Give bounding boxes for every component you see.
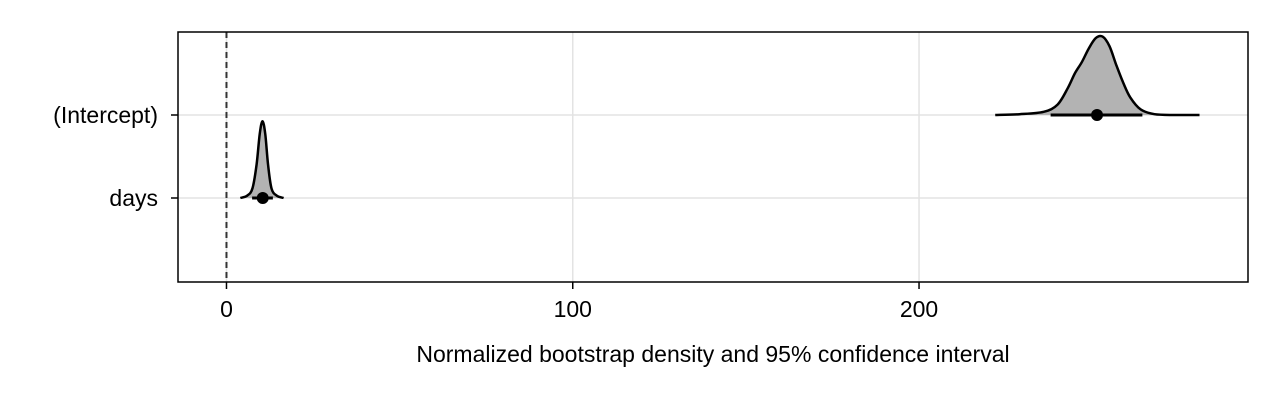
y-tick-label: (Intercept)	[53, 102, 158, 128]
series-days	[239, 119, 285, 204]
plot-frame	[177, 31, 1249, 283]
density-fill	[995, 35, 1200, 116]
point-estimate	[256, 192, 269, 204]
y-tick-label: days	[109, 185, 158, 211]
series-intercept	[995, 34, 1200, 121]
density-fill	[240, 121, 284, 198]
x-tick-label: 0	[220, 296, 233, 322]
series-layer	[239, 34, 1200, 204]
y-axis-ticks: (Intercept) days	[53, 102, 178, 211]
density-curve	[239, 119, 285, 200]
x-axis-label: Normalized bootstrap density and 95% con…	[416, 341, 1009, 367]
point-estimate	[1091, 109, 1104, 121]
x-axis-ticks: 0 100 200	[220, 282, 938, 322]
x-tick-label: 200	[900, 296, 938, 322]
x-tick-label: 100	[554, 296, 592, 322]
density-curve	[995, 34, 1200, 117]
